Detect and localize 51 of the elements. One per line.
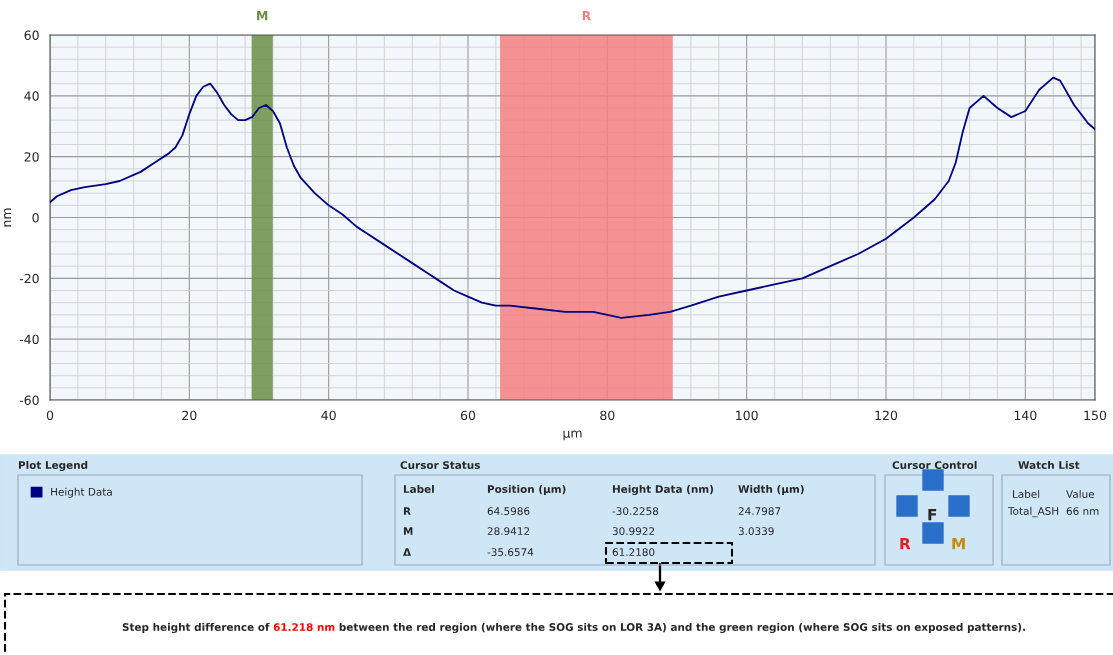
text: Label [403,484,434,494]
x-tick-label: 80 [600,410,615,421]
line-series [50,76,1095,319]
text: 66 nm [1066,507,1099,516]
text: Cursor Control [892,460,977,470]
text: Label [1013,489,1040,499]
y-tick-label: 0 [32,212,39,223]
y-tick-label: 60 [24,30,39,40]
text: Cursor Status [400,461,480,470]
text: 3.0339 [738,527,774,536]
band-label: M [257,11,268,21]
x-tick-label: 60 [460,410,476,421]
x-tick-label: 100 [736,410,758,421]
text: Total_ASH [1007,506,1059,518]
text: F [928,509,937,521]
text: 28.9412 [487,527,530,536]
text: Plot Legend [18,460,88,472]
x-tick-label: 120 [875,410,898,421]
text: between the red region (where the SOG sits on LOR 3A) and the green region (where SOG sits on exposed patterns). [339,622,1025,634]
text: -30.2258 [612,507,659,516]
text: R [403,507,411,515]
text: Step height difference of [122,622,270,634]
text: 64.5986 [487,507,530,516]
text: Position (µm) [487,484,566,496]
text: Value [1066,489,1095,499]
x-tick-label: 40 [321,410,336,421]
text: Width (µm) [738,484,804,496]
text: 30.9922 [612,527,655,536]
text: 61.218 nm [273,623,335,632]
y-axis-title: nm [4,208,12,227]
text: R [900,538,911,550]
x-axis-title: µm [563,430,582,441]
text: M [952,538,965,550]
x-tick-label: 140 [1014,410,1037,421]
y-tick-label: -20 [19,273,39,284]
text: Height Data (nm) [612,484,714,496]
band-label: R [582,11,591,21]
x-tick-label: 20 [182,410,197,421]
text: Δ [403,548,412,556]
y-tick-label: 20 [24,152,39,162]
text: -35.6574 [487,548,534,557]
x-tick-label: 0 [46,410,54,421]
y-tick-label: -40 [19,334,39,345]
text: M [403,527,413,535]
text: 24.7987 [738,507,781,516]
x-tick-label: 150 [1084,410,1107,421]
legend-label: Height Data [51,487,112,498]
text: Watch List [1018,460,1080,470]
text: 61.2180 [612,548,655,557]
y-tick-label: -60 [19,395,39,405]
y-tick-label: 40 [24,91,39,101]
